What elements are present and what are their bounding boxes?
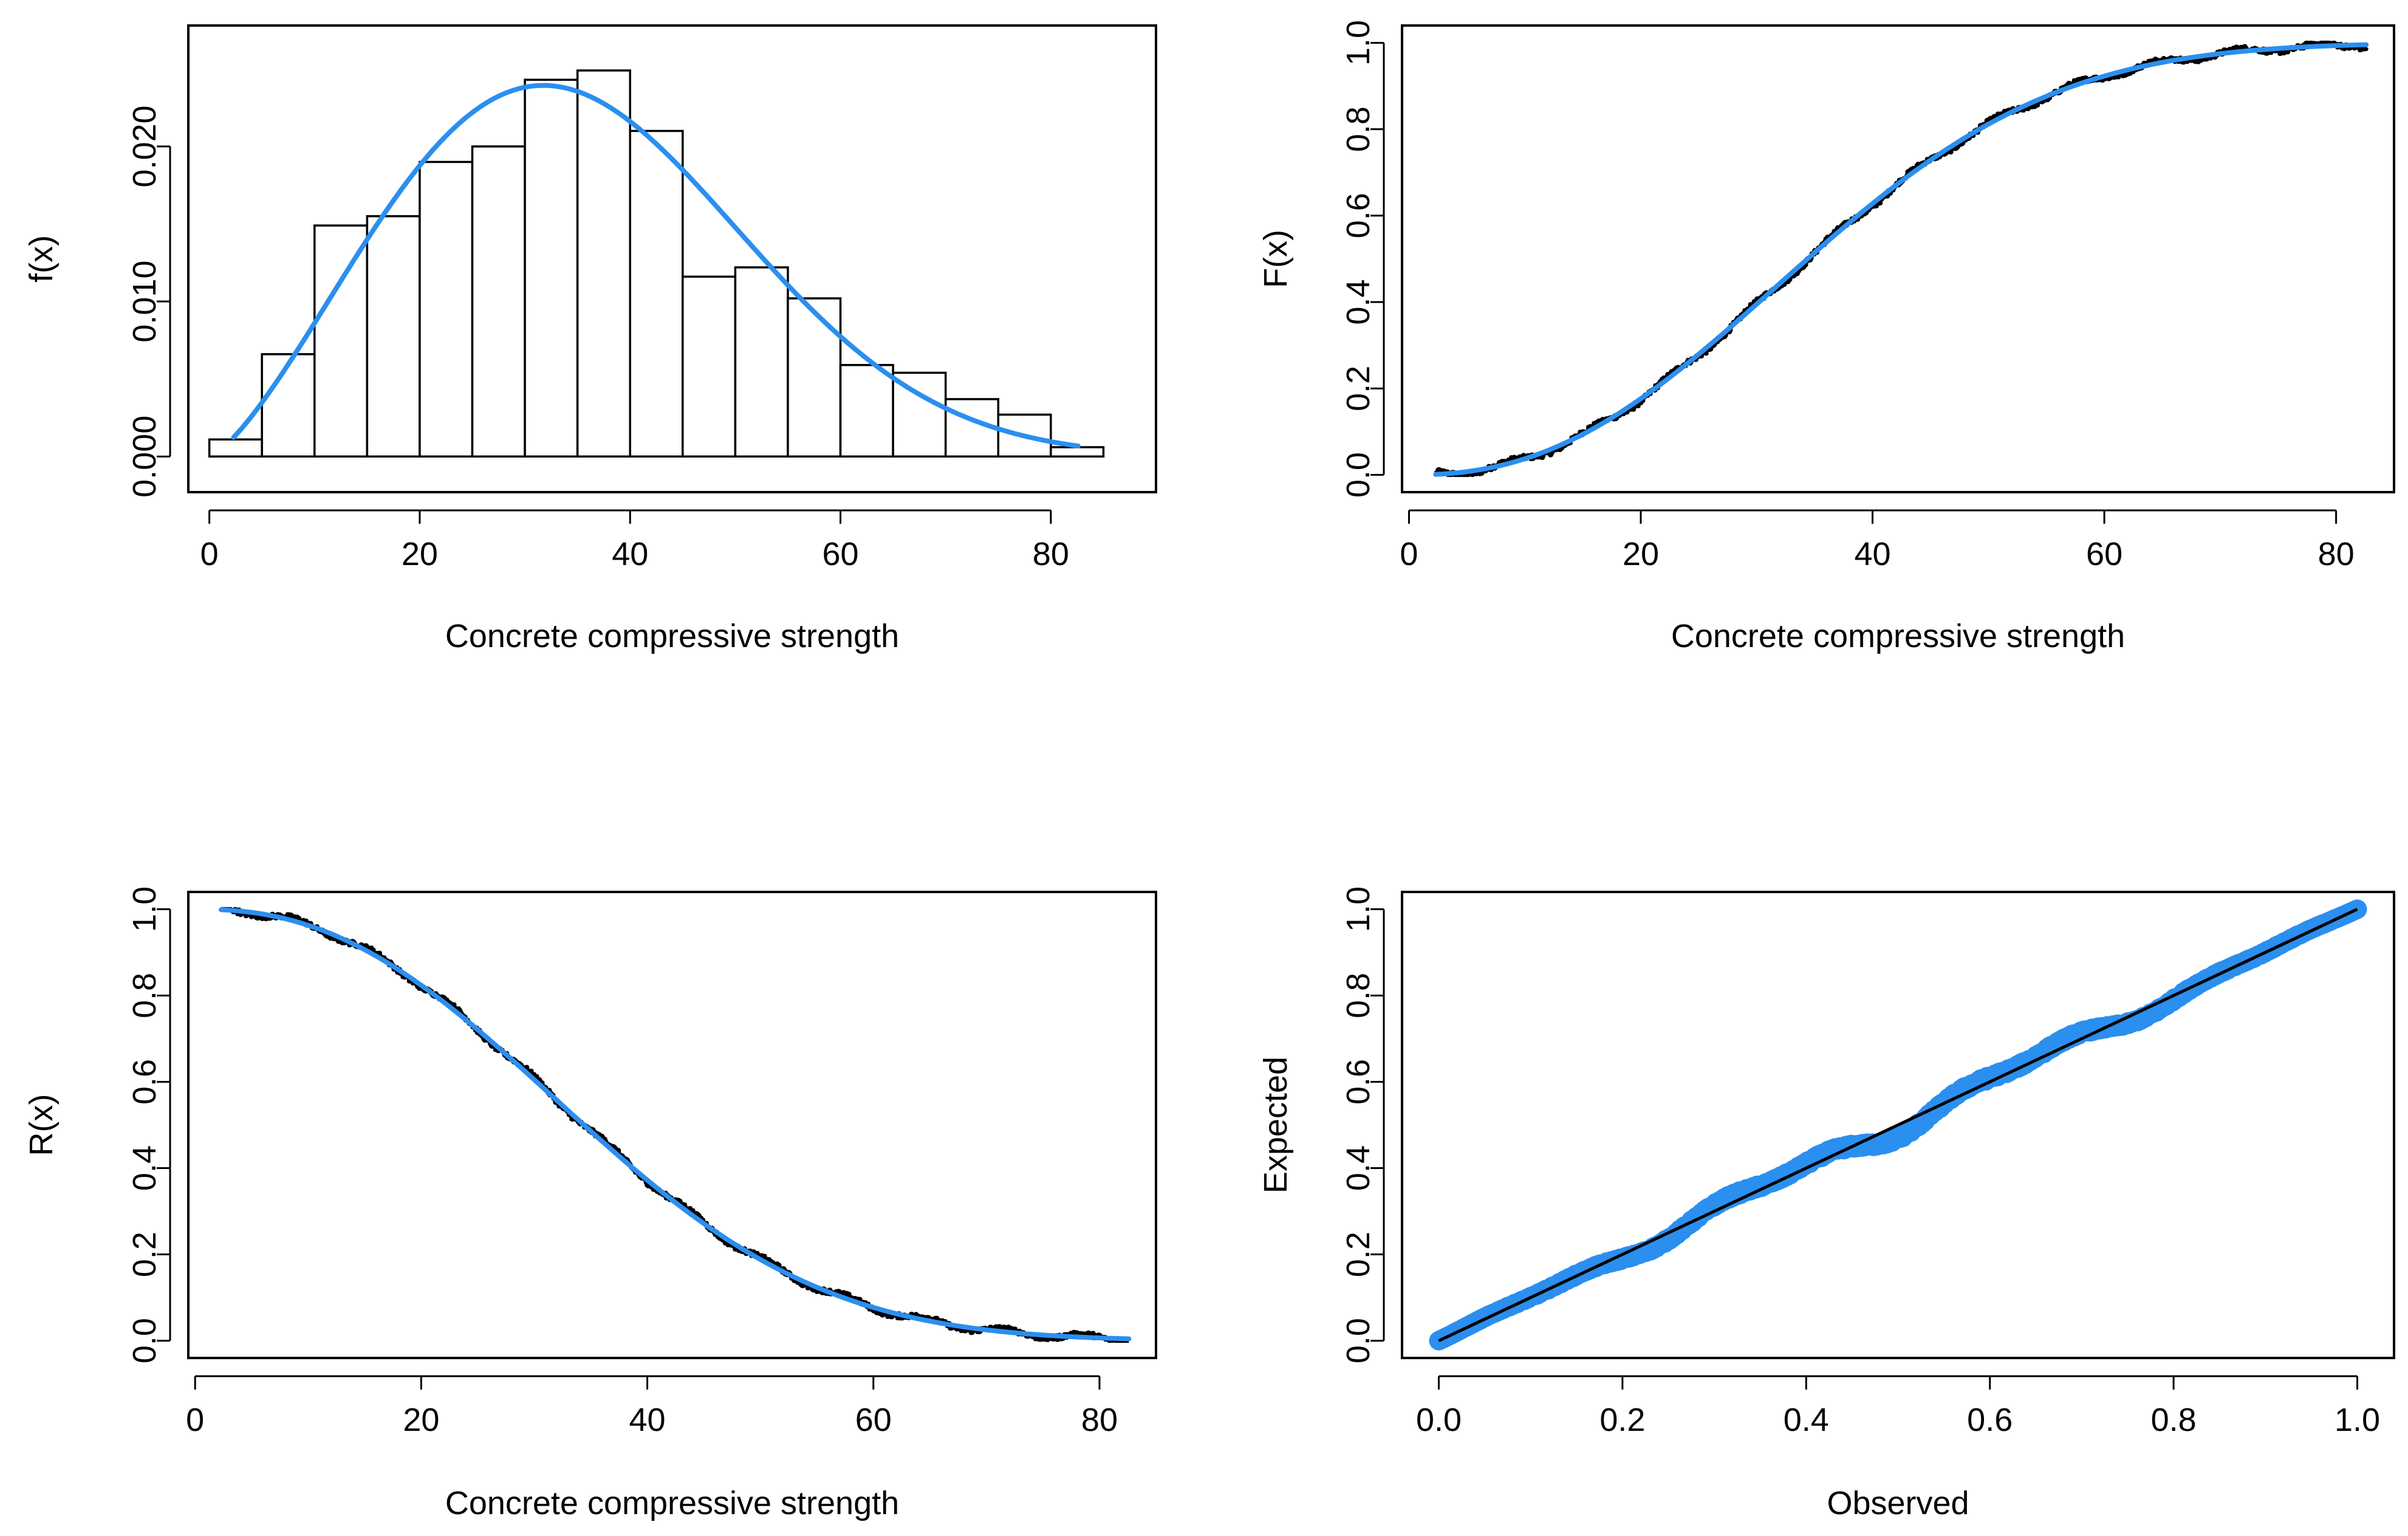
- y-tick-label: 0.2: [1340, 366, 1377, 411]
- x-tick-label: 60: [855, 1402, 892, 1438]
- y-axis-title: Expected: [1257, 1057, 1294, 1193]
- histogram-bar: [419, 160, 474, 458]
- y-tick-label: 0.6: [126, 1059, 163, 1105]
- x-tick-label: 40: [1854, 536, 1890, 572]
- histogram-bar: [839, 364, 894, 458]
- histogram-bar: [734, 266, 789, 458]
- histogram-bar: [471, 145, 526, 458]
- histogram-bar: [629, 129, 684, 458]
- plot-frame: [187, 891, 1157, 1359]
- chart-reliability: 0 20 40 60 80 0.0 0.2 0.4 0.6 0.8 1.0 Concrete comp…: [23, 886, 1157, 1521]
- y-tick-label: 0.010: [126, 261, 163, 343]
- y-tick-label: 0.0: [1340, 1318, 1377, 1363]
- y-tick-label: 0.4: [1340, 279, 1377, 325]
- y-tick-label: 0.0: [1340, 452, 1377, 498]
- histogram-bar: [892, 371, 947, 458]
- y-axis-title: F(x): [1257, 230, 1294, 288]
- y-tick-label: 0.2: [126, 1232, 163, 1277]
- plot-frame: [1401, 891, 2395, 1359]
- x-tick-label: 1.0: [2334, 1402, 2380, 1438]
- histogram-bar: [261, 353, 316, 458]
- x-tick-label: 0: [186, 1402, 204, 1438]
- y-axis-title: f(x): [23, 235, 60, 283]
- y-tick-label: 0.020: [126, 105, 163, 187]
- x-tick-label: 0.2: [1599, 1402, 1645, 1438]
- histogram-bar: [366, 215, 421, 458]
- y-tick-label: 0.000: [126, 416, 163, 498]
- x-tick-label: 80: [2318, 536, 2355, 572]
- x-tick-label: 80: [1033, 536, 1069, 572]
- y-tick-label: 0.0: [126, 1318, 163, 1363]
- plot-frame: [187, 24, 1157, 493]
- y-tick-label: 0.4: [1340, 1145, 1377, 1191]
- histogram-bar: [313, 224, 369, 458]
- plot-frame: [1401, 24, 2395, 493]
- y-tick-label: 0.8: [1340, 973, 1377, 1018]
- histogram-bar: [524, 78, 579, 458]
- y-tick-label: 0.6: [1340, 1059, 1377, 1105]
- x-tick-label: 20: [403, 1402, 439, 1438]
- histogram-bar: [682, 275, 737, 458]
- x-tick-label: 0.0: [1416, 1402, 1462, 1438]
- x-tick-label: 20: [402, 536, 438, 572]
- x-tick-label: 40: [612, 536, 648, 572]
- x-axis-title: Observed: [1827, 1485, 1969, 1521]
- y-tick-label: 1.0: [1340, 20, 1377, 66]
- y-tick-label: 0.8: [1340, 106, 1377, 152]
- histogram-bar: [787, 297, 842, 458]
- x-tick-label: 0: [1400, 536, 1418, 572]
- empirical-curve: [220, 907, 1130, 1343]
- y-tick-label: 0.4: [126, 1145, 163, 1191]
- y-tick-label: 0.6: [1340, 193, 1377, 238]
- y-tick-label: 0.2: [1340, 1232, 1377, 1277]
- y-tick-label: 1.0: [126, 886, 163, 932]
- x-tick-label: 0: [200, 536, 219, 572]
- x-axis-title: Concrete compressive strength: [1671, 618, 2125, 654]
- chart-pdf: 0 20 40 60 80 0.000 0.010 0.020 Concrete compres…: [23, 24, 1157, 654]
- x-axis-title: Concrete compressive strength: [445, 1485, 899, 1521]
- fitted-curve: [1433, 42, 2369, 477]
- x-tick-label: 0.4: [1784, 1402, 1829, 1438]
- histogram-bar: [576, 69, 631, 458]
- x-axis-title: Concrete compressive strength: [445, 618, 899, 654]
- x-tick-label: 80: [1081, 1402, 1118, 1438]
- chart-cdf: 0 20 40 60 80 0.0 0.2 0.4 0.6 0.8 1.0 Concrete comp…: [1257, 20, 2395, 654]
- x-tick-label: 20: [1623, 536, 1659, 572]
- histogram-bar: [1050, 446, 1105, 458]
- density-fit-curve: [231, 83, 1081, 449]
- histogram-bar: [208, 438, 263, 458]
- x-tick-label: 40: [629, 1402, 666, 1438]
- x-tick-label: 0.6: [1967, 1402, 2013, 1438]
- fitted-curve: [219, 907, 1132, 1342]
- x-tick-label: 0.8: [2151, 1402, 2197, 1438]
- x-tick-label: 60: [2086, 536, 2122, 572]
- x-tick-label: 60: [823, 536, 859, 572]
- reference-line: [1438, 908, 2358, 1342]
- chart-pp: 0.0 0.2 0.4 0.6 0.8 1.0 0.0 0.2 0.4 0.6 0.8 1.0 Obse…: [1257, 886, 2395, 1521]
- empirical-curve: [1434, 40, 2369, 478]
- y-axis-title: R(x): [23, 1094, 60, 1156]
- y-tick-label: 1.0: [1340, 886, 1377, 932]
- y-tick-label: 0.8: [126, 973, 163, 1018]
